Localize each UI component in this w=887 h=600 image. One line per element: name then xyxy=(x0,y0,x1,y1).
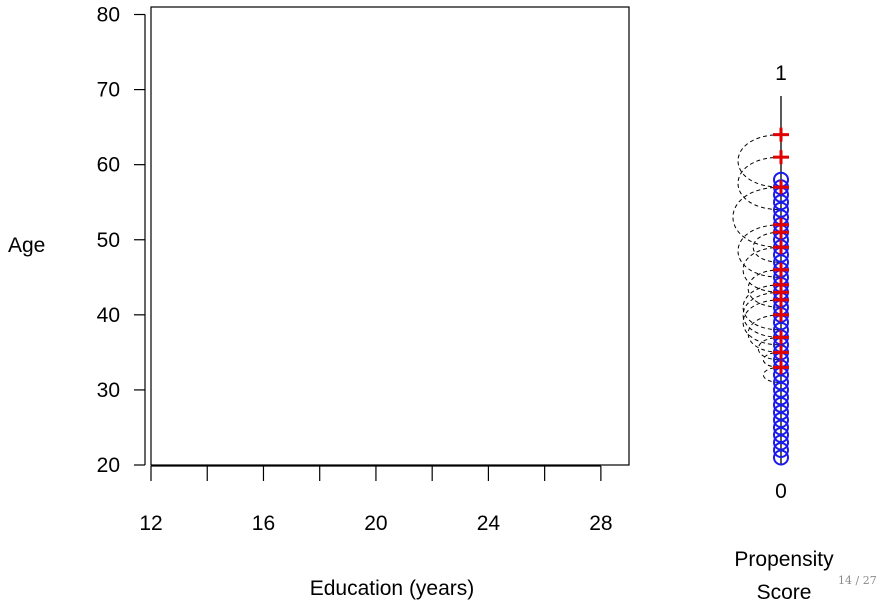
y-tick-label: 70 xyxy=(97,79,120,102)
treated-point xyxy=(773,277,789,292)
x-axis: 12 16 20 24 28 xyxy=(139,465,613,535)
propensity-min-label: 0 xyxy=(775,480,787,503)
match-arc xyxy=(742,246,782,293)
age-education-scatter: 20 30 40 50 60 70 80 12 16 20 24 28 Age Education … xyxy=(8,4,630,600)
match-arc xyxy=(747,314,782,353)
treated-point xyxy=(773,150,789,165)
control-point xyxy=(773,449,789,466)
y-tick-label: 30 xyxy=(97,379,120,402)
treated-point xyxy=(773,217,789,232)
control-point xyxy=(773,426,789,443)
treated-point xyxy=(773,330,789,345)
match-arc xyxy=(737,224,782,278)
match-arc xyxy=(732,186,782,248)
y-axis-label: Age xyxy=(8,234,45,257)
x-tick-label: 12 xyxy=(139,512,162,535)
control-point xyxy=(773,201,789,218)
match-arc xyxy=(752,231,782,263)
treated-point xyxy=(773,345,789,360)
treated-points xyxy=(773,127,789,375)
treated-point xyxy=(773,180,789,195)
treated-point xyxy=(773,240,789,255)
control-point xyxy=(773,374,789,391)
x-tick-label: 20 xyxy=(364,512,387,535)
x-tick-label: 16 xyxy=(252,512,275,535)
control-point xyxy=(773,441,789,458)
y-axis: 20 30 40 50 60 70 80 xyxy=(97,4,146,477)
propensity-axis-label-line1: Propensity xyxy=(734,548,834,571)
control-point xyxy=(773,404,789,421)
match-arc xyxy=(742,284,782,331)
treated-point xyxy=(773,262,789,277)
propensity-axis-label-line2: Score xyxy=(757,581,812,600)
y-tick-label: 40 xyxy=(97,304,120,327)
control-point xyxy=(773,411,789,428)
y-tick-label: 60 xyxy=(97,154,120,177)
match-arc xyxy=(742,299,782,346)
y-tick-label: 80 xyxy=(97,4,120,27)
match-arc xyxy=(757,336,782,361)
x-axis-label: Education (years) xyxy=(310,577,475,600)
match-arc xyxy=(747,269,782,308)
y-tick-label: 20 xyxy=(97,454,120,477)
treated-point xyxy=(773,360,789,375)
treated-point xyxy=(773,127,789,142)
control-point xyxy=(773,381,789,398)
match-arc xyxy=(762,366,782,383)
x-tick-label: 28 xyxy=(589,512,612,535)
control-point xyxy=(773,194,789,211)
control-point xyxy=(773,389,789,406)
match-arc xyxy=(742,291,782,338)
treated-point xyxy=(773,307,789,322)
match-arc xyxy=(737,134,782,188)
y-tick-label: 50 xyxy=(97,229,120,252)
page-number: 14 / 27 xyxy=(838,574,877,587)
control-point xyxy=(773,396,789,413)
match-arc xyxy=(737,156,782,211)
control-point xyxy=(773,419,789,436)
plot-frame xyxy=(150,6,630,466)
control-point xyxy=(773,434,789,451)
propensity-max-label: 1 xyxy=(775,62,787,85)
x-tick-label: 24 xyxy=(477,512,501,535)
propensity-score-panel: 1 0 Propensity Score xyxy=(732,62,834,600)
